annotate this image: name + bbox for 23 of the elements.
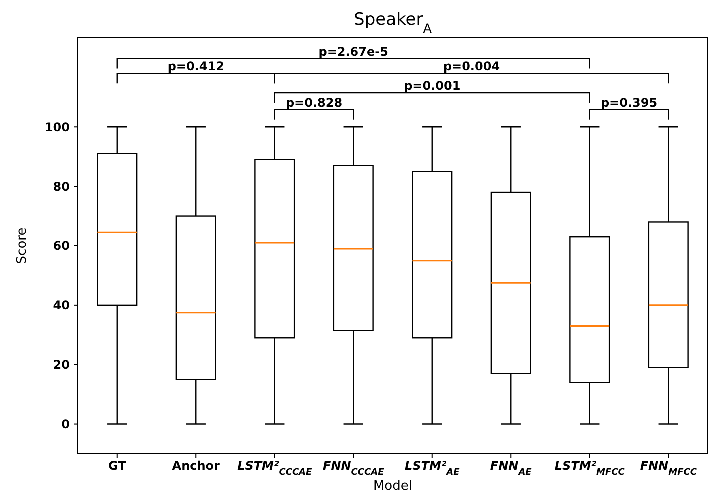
y-tick-label: 100 [44, 120, 70, 134]
y-axis-title: Score [15, 228, 30, 264]
x-tick-label: FNN$_{CCCAE}$ [323, 459, 386, 478]
y-tick-label: 0 [62, 417, 70, 432]
x-tick-label: LSTM²$_{AE}$ [404, 459, 461, 478]
y-tick-label: 40 [53, 298, 70, 313]
annotation: p=0.412 [168, 60, 224, 74]
annotation: p=0.001 [404, 78, 461, 93]
chart-title: Speaker$_{A}$ [354, 10, 432, 36]
x-axis-title: Model [373, 479, 413, 494]
x-tick-label: FNN$_{AE}$ [490, 459, 533, 478]
x-tick-label: LSTM²$_{MFCC}$ [554, 459, 626, 478]
x-tick-label: FNN$_{MFCC}$ [640, 459, 698, 478]
x-tick-label: GT [108, 459, 128, 473]
x-tick-label: LSTM²$_{CCCAE}$ [238, 459, 314, 478]
annotation: p=0.004 [443, 60, 500, 74]
x-tick-label: Anchor [172, 459, 220, 473]
annotation: p=2.67e-5 [318, 44, 388, 59]
annotation: p=0.828 [286, 96, 343, 110]
y-tick-label: 60 [53, 239, 70, 254]
y-tick-label: 20 [53, 358, 70, 372]
y-tick-label: 80 [53, 180, 70, 194]
annotation: p=0.395 [600, 96, 658, 110]
